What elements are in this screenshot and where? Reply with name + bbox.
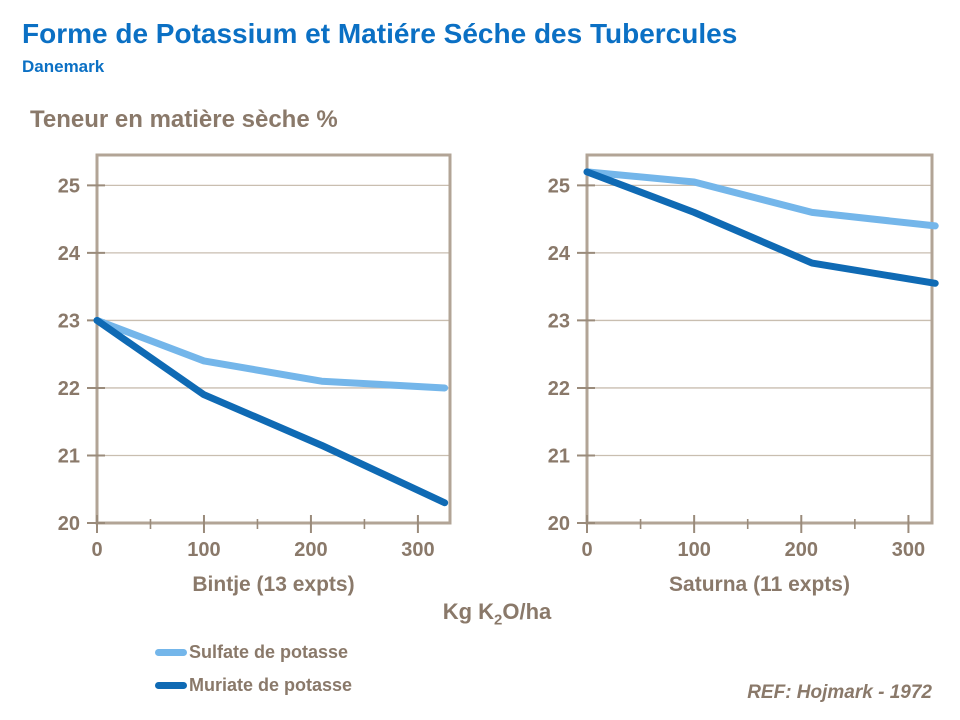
chart-caption-saturna: Saturna (11 expts) (669, 573, 850, 596)
sulfate-line-swatch (155, 649, 187, 656)
legend-item-sulfate: Sulfate de potasse (155, 642, 352, 663)
chart-caption-bintje: Bintje (13 expts) (192, 573, 355, 596)
reference-note: REF: Hojmark - 1972 (747, 682, 932, 703)
y-axis-title: Teneur en matière sèche % (30, 106, 338, 133)
legend-item-muriate: Muriate de potasse (155, 675, 352, 696)
y-tick-label: 24 (58, 243, 81, 265)
plot-frame (585, 153, 934, 525)
y-tick-label: 25 (58, 175, 80, 197)
page-title: Forme de Potassium et Matiére Séche des … (22, 18, 738, 49)
y-tick-label: 20 (548, 513, 570, 535)
y-tick-label: 24 (548, 243, 571, 265)
x-tick-label: 200 (785, 539, 818, 561)
chart-saturna: 20 21 22 23 24 25 0 100 200 300 (548, 153, 939, 561)
x-tick-label: 0 (91, 539, 102, 561)
page-subtitle: Danemark (22, 57, 105, 76)
x-tick-label: 300 (892, 539, 925, 561)
x-tick-label: 300 (401, 539, 434, 561)
y-tick-label: 20 (58, 513, 80, 535)
y-tick-label: 21 (58, 445, 80, 467)
y-tick-label: 23 (548, 310, 570, 332)
x-axis-unit-label: Kg K2O/ha (387, 599, 607, 628)
y-tick-label: 21 (548, 445, 570, 467)
y-tick-label: 25 (548, 175, 570, 197)
plot-frame (95, 153, 452, 525)
muriate-line-swatch (155, 682, 187, 689)
series-line-sulfate (583, 168, 939, 230)
x-tick-label: 100 (677, 539, 710, 561)
x-unit-prefix: Kg K (442, 599, 495, 624)
x-tick-label: 0 (581, 539, 592, 561)
legend-label-sulfate: Sulfate de potasse (189, 642, 349, 662)
y-tick-label: 23 (58, 310, 80, 332)
x-unit-subscript: 2 (494, 611, 503, 629)
series-line-muriate (93, 316, 449, 507)
chart-bintje: 20 21 22 23 24 25 0 100 200 300 (58, 153, 452, 561)
legend: Sulfate de potasse Muriate de potasse (155, 642, 352, 696)
x-tick-label: 200 (294, 539, 327, 561)
series-line-sulfate (93, 316, 449, 392)
x-tick-label: 100 (187, 539, 220, 561)
y-tick-label: 22 (58, 378, 80, 400)
series-line-muriate (583, 168, 939, 287)
x-unit-suffix: O/ha (502, 599, 552, 624)
legend-label-muriate: Muriate de potasse (189, 675, 353, 695)
y-tick-label: 22 (548, 378, 570, 400)
